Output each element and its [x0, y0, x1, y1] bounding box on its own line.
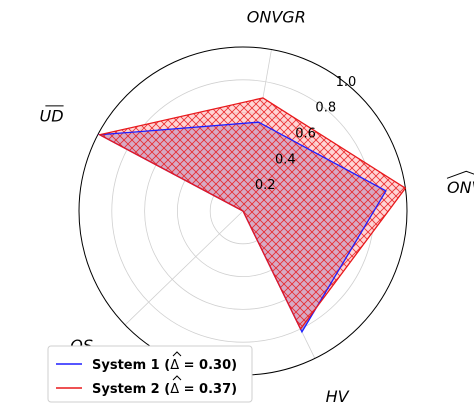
- radial-ticks: 0.2 0.4 0.6 0.81.0: [255, 75, 356, 193]
- axis-label-onvg: ONVG: [447, 178, 474, 197]
- legend-hat: [172, 351, 182, 357]
- legend-label-2: System 2 (Δ = 0.37): [92, 382, 237, 397]
- series-2-hatch: [99, 97, 406, 329]
- radial-tick-label: 1.0: [336, 75, 357, 90]
- spoke-os: [124, 210, 244, 326]
- radial-tick-label: 0.8: [315, 101, 336, 116]
- axis-label-hv: HV: [326, 387, 350, 406]
- series-2-line: [97, 97, 407, 331]
- legend-label-1: System 1 (Δ = 0.30): [92, 358, 237, 373]
- radial-tick-label: 0.2: [255, 178, 276, 193]
- legend-box: [47, 345, 253, 403]
- radial-tick-label: 0.6: [295, 126, 316, 141]
- axis-labels: ONVGRONVGHVOSUD: [40, 8, 474, 406]
- legend-hat: [172, 375, 182, 381]
- legend: System 1 (Δ = 0.30) System 2 (Δ = 0.37): [47, 345, 253, 403]
- radial-tick-label: 0.4: [275, 152, 296, 167]
- axis-label-ud: UD: [40, 106, 64, 125]
- axis-hat: [446, 170, 474, 179]
- series-layer: [97, 97, 407, 334]
- axis-label-onvgr: ONVGR: [247, 8, 306, 27]
